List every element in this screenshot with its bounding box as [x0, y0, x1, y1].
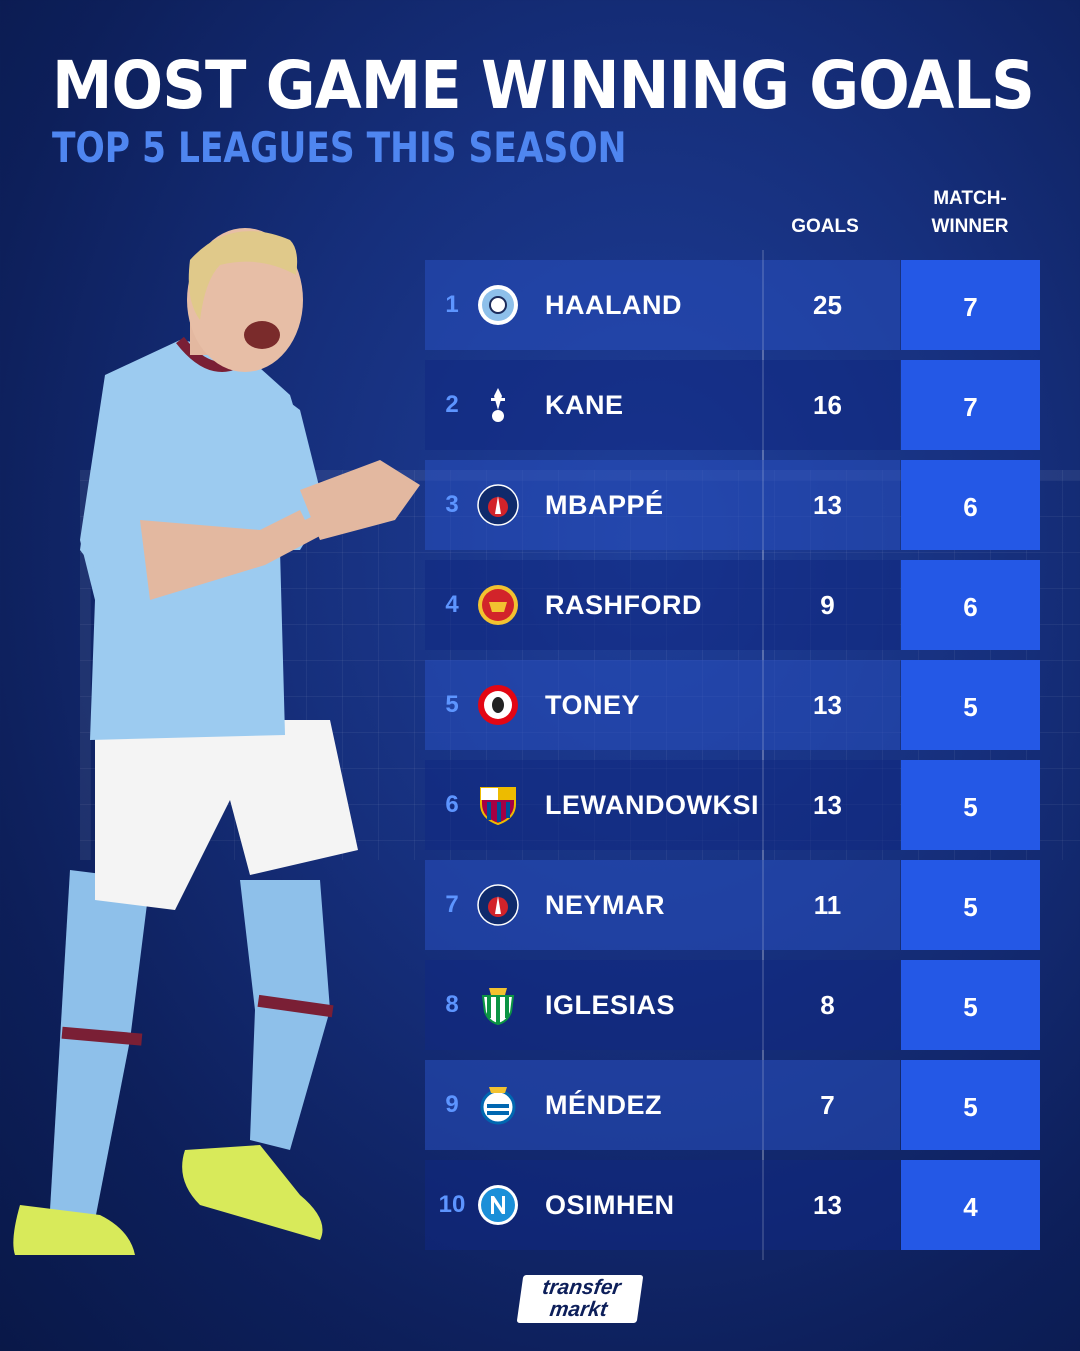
table-row: 7 NEYMAR 11 5: [425, 850, 1040, 960]
goals-column-header: GOALS: [791, 216, 859, 237]
match-winner-header-line1: MATCH-: [933, 188, 1007, 209]
goals-value: 13: [813, 1190, 842, 1220]
row-rank: 6: [445, 791, 459, 818]
goals-value: 13: [813, 490, 842, 520]
table-row: 8 IGLESIAS 8 5: [425, 950, 1040, 1060]
table-row: 9 MÉNDEZ 7 5: [425, 1050, 1040, 1160]
goals-value: 11: [813, 890, 842, 920]
real-sociedad-crest-icon: [480, 1087, 516, 1125]
match-winner-value: 4: [963, 1192, 978, 1222]
transfermarkt-logo: transfer markt: [516, 1275, 644, 1323]
match-winner-value: 5: [963, 1092, 978, 1122]
man-united-crest-icon: [478, 585, 518, 625]
table-row: 1 HAALAND 25 7: [425, 250, 1040, 360]
table-row: 2 KANE 16 7: [425, 350, 1040, 460]
table-row: 3 MBAPPÉ 13 6: [425, 450, 1040, 560]
match-winner-value: 5: [963, 692, 978, 722]
player-name: NEYMAR: [545, 890, 666, 920]
goals-value: 9: [820, 590, 835, 620]
player-name: KANE: [545, 390, 624, 420]
row-rank: 3: [445, 491, 459, 518]
goals-value: 25: [813, 290, 842, 320]
man-city-crest-icon: [478, 285, 518, 325]
table-row: 10 OSIMHEN 13 4: [425, 1150, 1040, 1260]
goals-value: 13: [813, 790, 842, 820]
row-rank: 10: [438, 1191, 466, 1218]
player-name: OSIMHEN: [545, 1190, 675, 1220]
row-rank: 4: [445, 591, 459, 618]
real-betis-crest-icon: [481, 988, 515, 1026]
match-winner-value: 5: [963, 892, 978, 922]
table-row: 6 LEWANDOWKSI 13 5: [425, 750, 1040, 860]
player-name: MÉNDEZ: [545, 1090, 662, 1120]
row-rank: 8: [445, 991, 459, 1018]
match-winner-column-header: MATCH- WINNER: [900, 185, 1040, 241]
match-winner-value: 5: [963, 992, 978, 1022]
match-winner-value: 7: [963, 292, 978, 322]
psg-crest-icon: [477, 484, 519, 526]
row-rank: 9: [445, 1091, 459, 1118]
goals-value: 16: [813, 390, 842, 420]
page-subtitle: TOP 5 LEAGUES THIS SEASON: [52, 123, 627, 172]
match-winner-header-line2: WINNER: [931, 216, 1009, 237]
player-name: MBAPPÉ: [545, 490, 664, 520]
player-name: IGLESIAS: [545, 990, 676, 1020]
player-name: TONEY: [545, 690, 641, 720]
barcelona-crest-icon: [480, 787, 516, 826]
tottenham-crest-icon: [491, 388, 505, 422]
page-title: MOST GAME WINNING GOALS: [52, 47, 1035, 124]
brentford-crest-icon: [478, 685, 518, 725]
player-name: LEWANDOWKSI: [545, 790, 759, 820]
goals-value: 7: [820, 1090, 835, 1120]
match-winner-value: 6: [963, 592, 978, 622]
player-name: HAALAND: [545, 290, 682, 320]
table-row: 5 TONEY 13 5: [425, 650, 1040, 760]
psg-crest-icon: [477, 884, 519, 926]
row-rank: 5: [445, 691, 459, 718]
player-name: RASHFORD: [545, 590, 702, 620]
goals-value: 8: [820, 990, 835, 1020]
table-row: 4 RASHFORD 9 6: [425, 550, 1040, 660]
goals-value: 13: [813, 690, 842, 720]
napoli-crest-icon: [478, 1185, 518, 1225]
match-winner-value: 6: [963, 492, 978, 522]
row-rank: 2: [445, 391, 459, 418]
row-rank: 1: [445, 291, 459, 318]
match-winner-value: 5: [963, 792, 978, 822]
row-rank: 7: [445, 891, 459, 918]
match-winner-value: 7: [963, 392, 978, 422]
player-illustration: [13, 228, 420, 1255]
